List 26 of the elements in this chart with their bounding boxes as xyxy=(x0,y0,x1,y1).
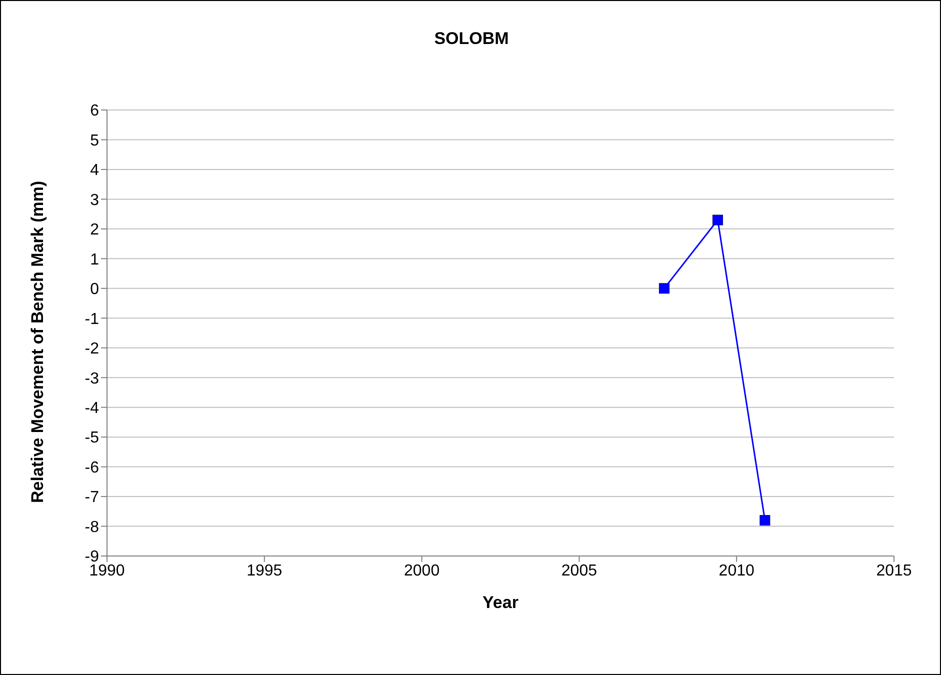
y-tick-label: -5 xyxy=(84,430,100,447)
y-axis-title: Relative Movement of Bench Mark (mm) xyxy=(28,180,48,503)
y-tick-label: -2 xyxy=(84,340,100,358)
y-tick-label: 1 xyxy=(90,251,100,268)
y-tick-label: 4 xyxy=(90,162,100,180)
x-tick-label: 1995 xyxy=(246,562,282,580)
chart-title: SOLOBM xyxy=(433,29,510,49)
y-tick-label: 5 xyxy=(90,132,100,150)
x-tick-label: 2005 xyxy=(561,562,598,580)
y-tick-label: 2 xyxy=(90,222,100,239)
y-tick-label: -7 xyxy=(84,489,100,506)
x-axis-title: Year xyxy=(482,593,519,612)
y-tick-label: -4 xyxy=(84,400,100,418)
x-tick-label: 2000 xyxy=(404,562,440,580)
y-tick-label: -6 xyxy=(84,459,100,476)
point xyxy=(712,214,723,226)
y-tick-label: 6 xyxy=(90,102,100,120)
x-tick-label: 2010 xyxy=(718,562,754,580)
y-tick-label: -3 xyxy=(84,370,100,388)
y-tick-label: -1 xyxy=(84,310,100,328)
point xyxy=(760,515,770,526)
y-tick-label: 3 xyxy=(90,192,100,209)
point xyxy=(658,283,670,294)
y-tick-label: 0 xyxy=(90,281,100,298)
y-tick-label: -8 xyxy=(84,518,100,536)
x-tick-label: 2015 xyxy=(876,562,912,580)
